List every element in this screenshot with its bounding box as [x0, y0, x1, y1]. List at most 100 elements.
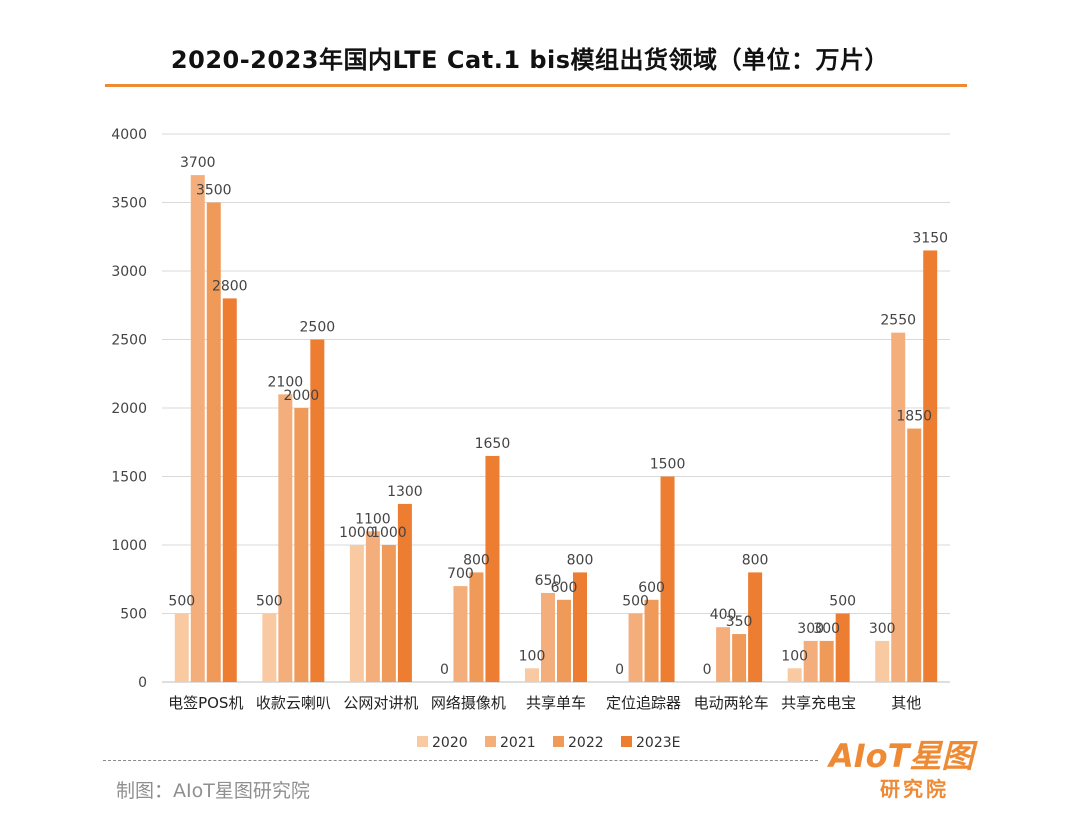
- data-label: 0: [615, 662, 624, 678]
- data-labels: 5003700350028005002100200025001000110010…: [168, 155, 948, 678]
- x-axis-ticks: 电签POS机 收款云喇叭 公网对讲机 网络摄像机 共享单车 定位追踪器 电动两轮车 共享充电宝…: [168, 694, 921, 712]
- y-tick-label: 1000: [111, 538, 147, 554]
- data-label: 300: [869, 621, 896, 637]
- bar: [835, 613, 850, 682]
- x-tick-label: 电签POS机: [168, 694, 243, 712]
- bar: [557, 599, 571, 682]
- bar: [485, 455, 500, 682]
- chart-credit: 制图：AIoT星图研究院: [116, 780, 310, 802]
- bar: [397, 503, 412, 682]
- legend-swatch: [553, 736, 564, 747]
- bar: [278, 394, 293, 682]
- y-tick-label: 2000: [111, 401, 147, 417]
- bar: [803, 640, 818, 682]
- data-label: 1650: [475, 436, 511, 452]
- x-tick-label: 共享充电宝: [781, 694, 856, 712]
- logo-subtext: 研究院: [880, 777, 949, 801]
- data-label: 700: [447, 566, 474, 582]
- bar: [365, 531, 380, 682]
- bar: [732, 634, 747, 682]
- data-label: 500: [256, 594, 283, 610]
- y-tick-label: 3500: [111, 196, 147, 212]
- data-label: 100: [781, 648, 808, 664]
- data-label: 600: [551, 580, 578, 596]
- data-label: 500: [622, 594, 649, 610]
- x-tick-label: 网络摄像机: [431, 694, 506, 712]
- y-tick-label: 4000: [111, 127, 147, 143]
- data-label: 1000: [339, 525, 375, 541]
- x-tick-label: 其他: [891, 694, 921, 712]
- data-label: 0: [703, 662, 712, 678]
- y-tick-label: 3000: [111, 264, 147, 280]
- y-axis-ticks: 0 500 1000 1500 2000 2500 3000 3500 4000: [111, 127, 147, 691]
- bar: [541, 592, 555, 682]
- data-label: 2550: [880, 313, 916, 329]
- data-label: 1000: [371, 525, 407, 541]
- bar: [381, 545, 396, 682]
- footer-divider: [103, 760, 818, 761]
- data-label: 1500: [650, 457, 686, 473]
- data-label: 650: [535, 573, 562, 589]
- bars: [174, 175, 938, 682]
- data-label: 800: [567, 552, 594, 568]
- bar: [923, 250, 938, 682]
- y-tick-label: 2500: [111, 333, 147, 349]
- bar: [628, 613, 643, 682]
- data-label: 3150: [912, 230, 948, 246]
- bar: [262, 613, 277, 682]
- data-label: 1300: [387, 484, 423, 500]
- x-tick-label: 共享单车: [526, 694, 586, 712]
- bar: [525, 668, 539, 682]
- bar: [716, 627, 731, 682]
- data-label: 0: [440, 662, 449, 678]
- chart-title: 2020-2023年国内LTE Cat.1 bis模组出货领域（单位：万片）: [170, 46, 890, 74]
- logo-wordmark: AIoT星图: [826, 737, 978, 775]
- legend-label: 2021: [500, 735, 536, 751]
- x-tick-label: 公网对讲机: [343, 694, 418, 712]
- bar: [469, 572, 484, 682]
- x-tick-label: 电动两轮车: [694, 694, 769, 712]
- aiot-logo: AIoT星图: [826, 737, 978, 775]
- data-label: 300: [813, 621, 840, 637]
- bar: [206, 202, 221, 682]
- bar: [349, 545, 364, 682]
- bar: [660, 476, 675, 682]
- data-label: 800: [742, 552, 769, 568]
- bar: [174, 613, 189, 682]
- y-tick-label: 0: [138, 675, 147, 691]
- y-tick-label: 500: [120, 607, 147, 623]
- x-tick-label: 收款云喇叭: [256, 694, 331, 712]
- legend: 2020 2021 2022 2023E: [417, 735, 680, 751]
- bar: [748, 572, 763, 682]
- y-tick-label: 1500: [111, 470, 147, 486]
- legend-swatch: [621, 736, 632, 747]
- bar: [573, 572, 587, 682]
- legend-swatch: [485, 736, 496, 747]
- data-label: 400: [710, 607, 737, 623]
- bar: [644, 599, 659, 682]
- legend-label: 2020: [432, 735, 468, 751]
- data-label: 1850: [896, 409, 932, 425]
- data-label: 500: [168, 594, 195, 610]
- data-label: 3700: [180, 155, 216, 171]
- gridlines: [162, 133, 950, 683]
- data-label: 100: [519, 648, 546, 664]
- bar: [875, 640, 890, 682]
- data-label: 350: [726, 614, 753, 630]
- bar: [819, 640, 834, 682]
- legend-label: 2022: [568, 735, 604, 751]
- bar: [891, 332, 906, 682]
- bar: [907, 428, 922, 682]
- data-label: 2000: [284, 388, 320, 404]
- bar: [787, 668, 802, 682]
- bar: [294, 408, 309, 682]
- title-underline: [105, 84, 967, 87]
- data-label: 1100: [355, 511, 391, 527]
- data-label: 3500: [196, 183, 232, 199]
- data-label: 2100: [268, 374, 304, 390]
- data-label: 800: [463, 552, 490, 568]
- data-label: 500: [829, 594, 856, 610]
- bar: [190, 175, 205, 682]
- bar: [310, 339, 325, 682]
